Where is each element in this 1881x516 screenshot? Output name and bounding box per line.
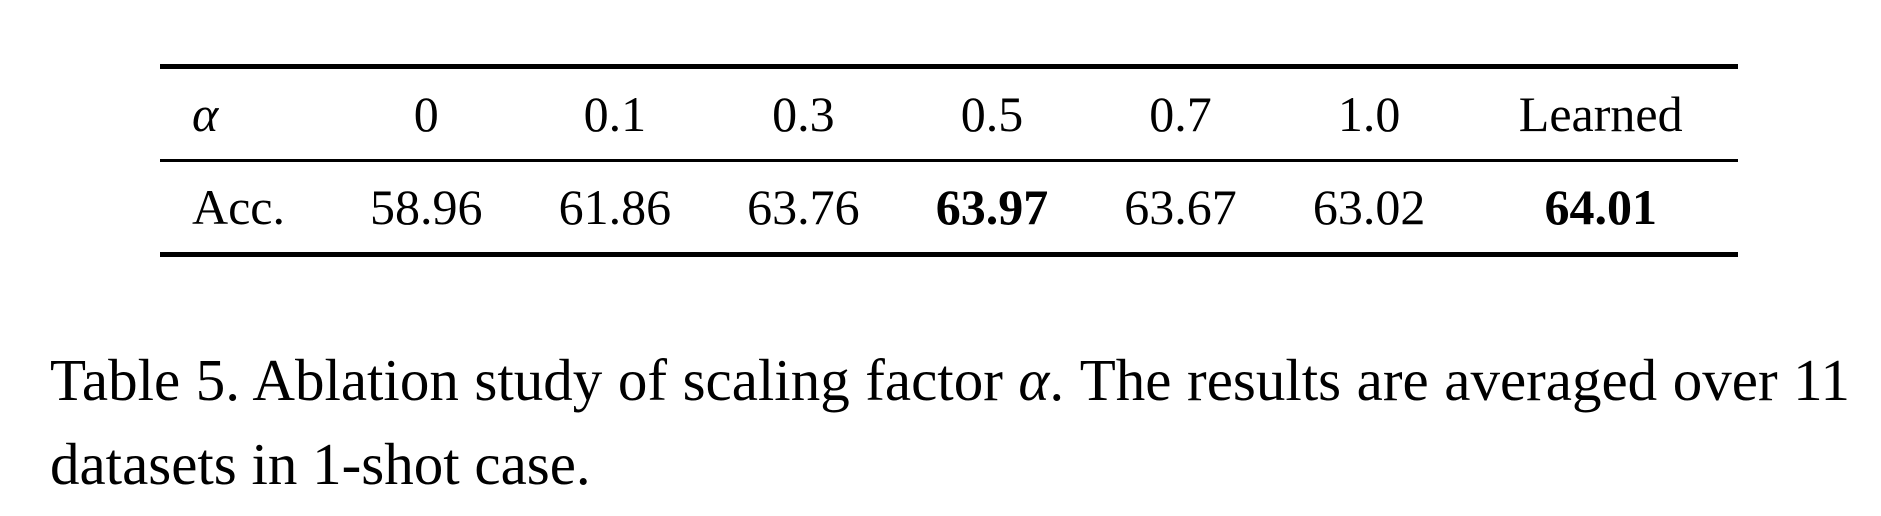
table-cell: 58.96 [370,179,483,235]
column-header: 0.7 [1149,86,1212,142]
ablation-table: α 0 0.1 0.3 0.5 0.7 1.0 Learned Acc. 58.… [160,64,1738,257]
alpha-symbol: α [192,86,219,142]
header-label: α [160,67,332,161]
column-header: 0.3 [772,86,835,142]
table-row: Acc. 58.96 61.86 63.76 63.97 63.67 63.02… [160,161,1738,255]
table-cell: 63.67 [1124,179,1237,235]
column-header: 0.1 [583,86,647,142]
row-label: Acc. [192,179,285,235]
table-cell: 63.02 [1312,179,1426,235]
table-caption: Table 5. Ablation study of scaling facto… [50,338,1850,506]
caption-alpha-symbol: α [1018,347,1050,413]
column-header: 0.5 [960,86,1024,142]
table-cell: 61.86 [558,179,672,235]
table-cell-best: 63.97 [935,179,1049,235]
caption-prefix: Table 5. Ablation study of scaling facto… [50,347,1019,413]
table-cell-best: 64.01 [1544,179,1657,235]
column-header: 0 [413,86,439,142]
ablation-table-container: α 0 0.1 0.3 0.5 0.7 1.0 Learned Acc. 58.… [160,64,1738,257]
caption-suffix: . The results are averaged over 11 datas… [50,347,1850,497]
column-header: Learned [1518,86,1683,142]
column-header: 1.0 [1337,86,1401,142]
table-header-row: α 0 0.1 0.3 0.5 0.7 1.0 Learned [160,66,1738,161]
table-cell: 63.76 [747,179,860,235]
